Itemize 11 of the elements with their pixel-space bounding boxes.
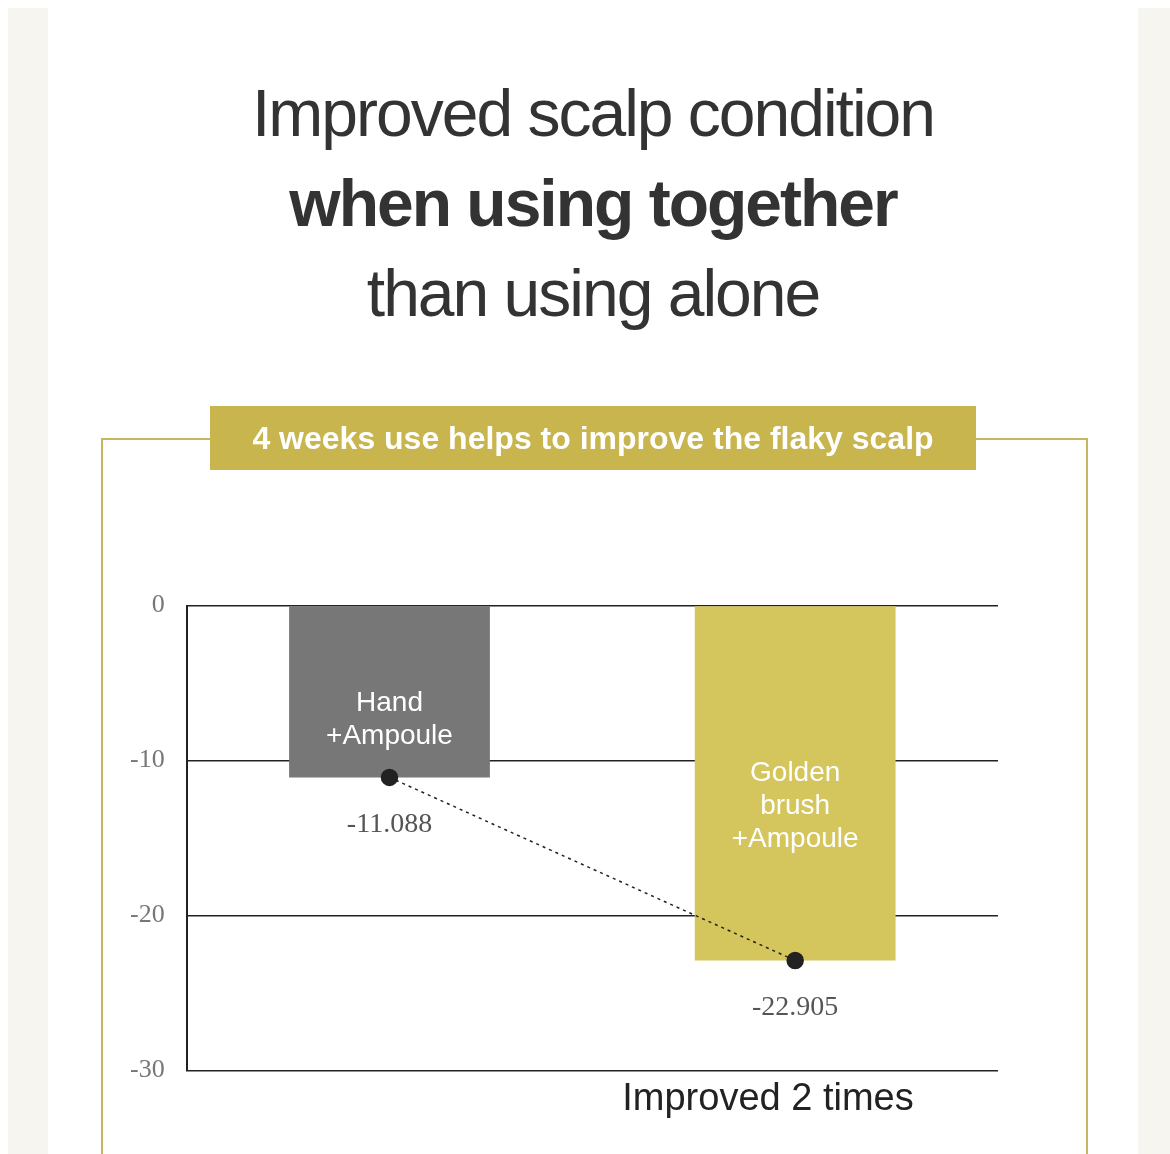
y-tick-label: 0 — [151, 589, 165, 619]
x-tick-label: Golden brush +Ampoule — [731, 756, 859, 854]
x-tick-label: Hand +Ampoule — [326, 686, 453, 751]
y-tick-label: -30 — [129, 1054, 165, 1084]
data-label: -22.905 — [752, 990, 839, 1022]
y-tick-label: -20 — [129, 899, 165, 929]
chart-title: Improved scalp condition when using together than using alone — [250, 75, 936, 332]
text: Improved 2 times — [621, 1076, 915, 1119]
data-label: -11.088 — [346, 807, 433, 839]
y-tick-label: -10 — [129, 744, 165, 774]
chart-subtitle: 4 weeks use helps to improve the flaky scalp — [210, 406, 976, 470]
